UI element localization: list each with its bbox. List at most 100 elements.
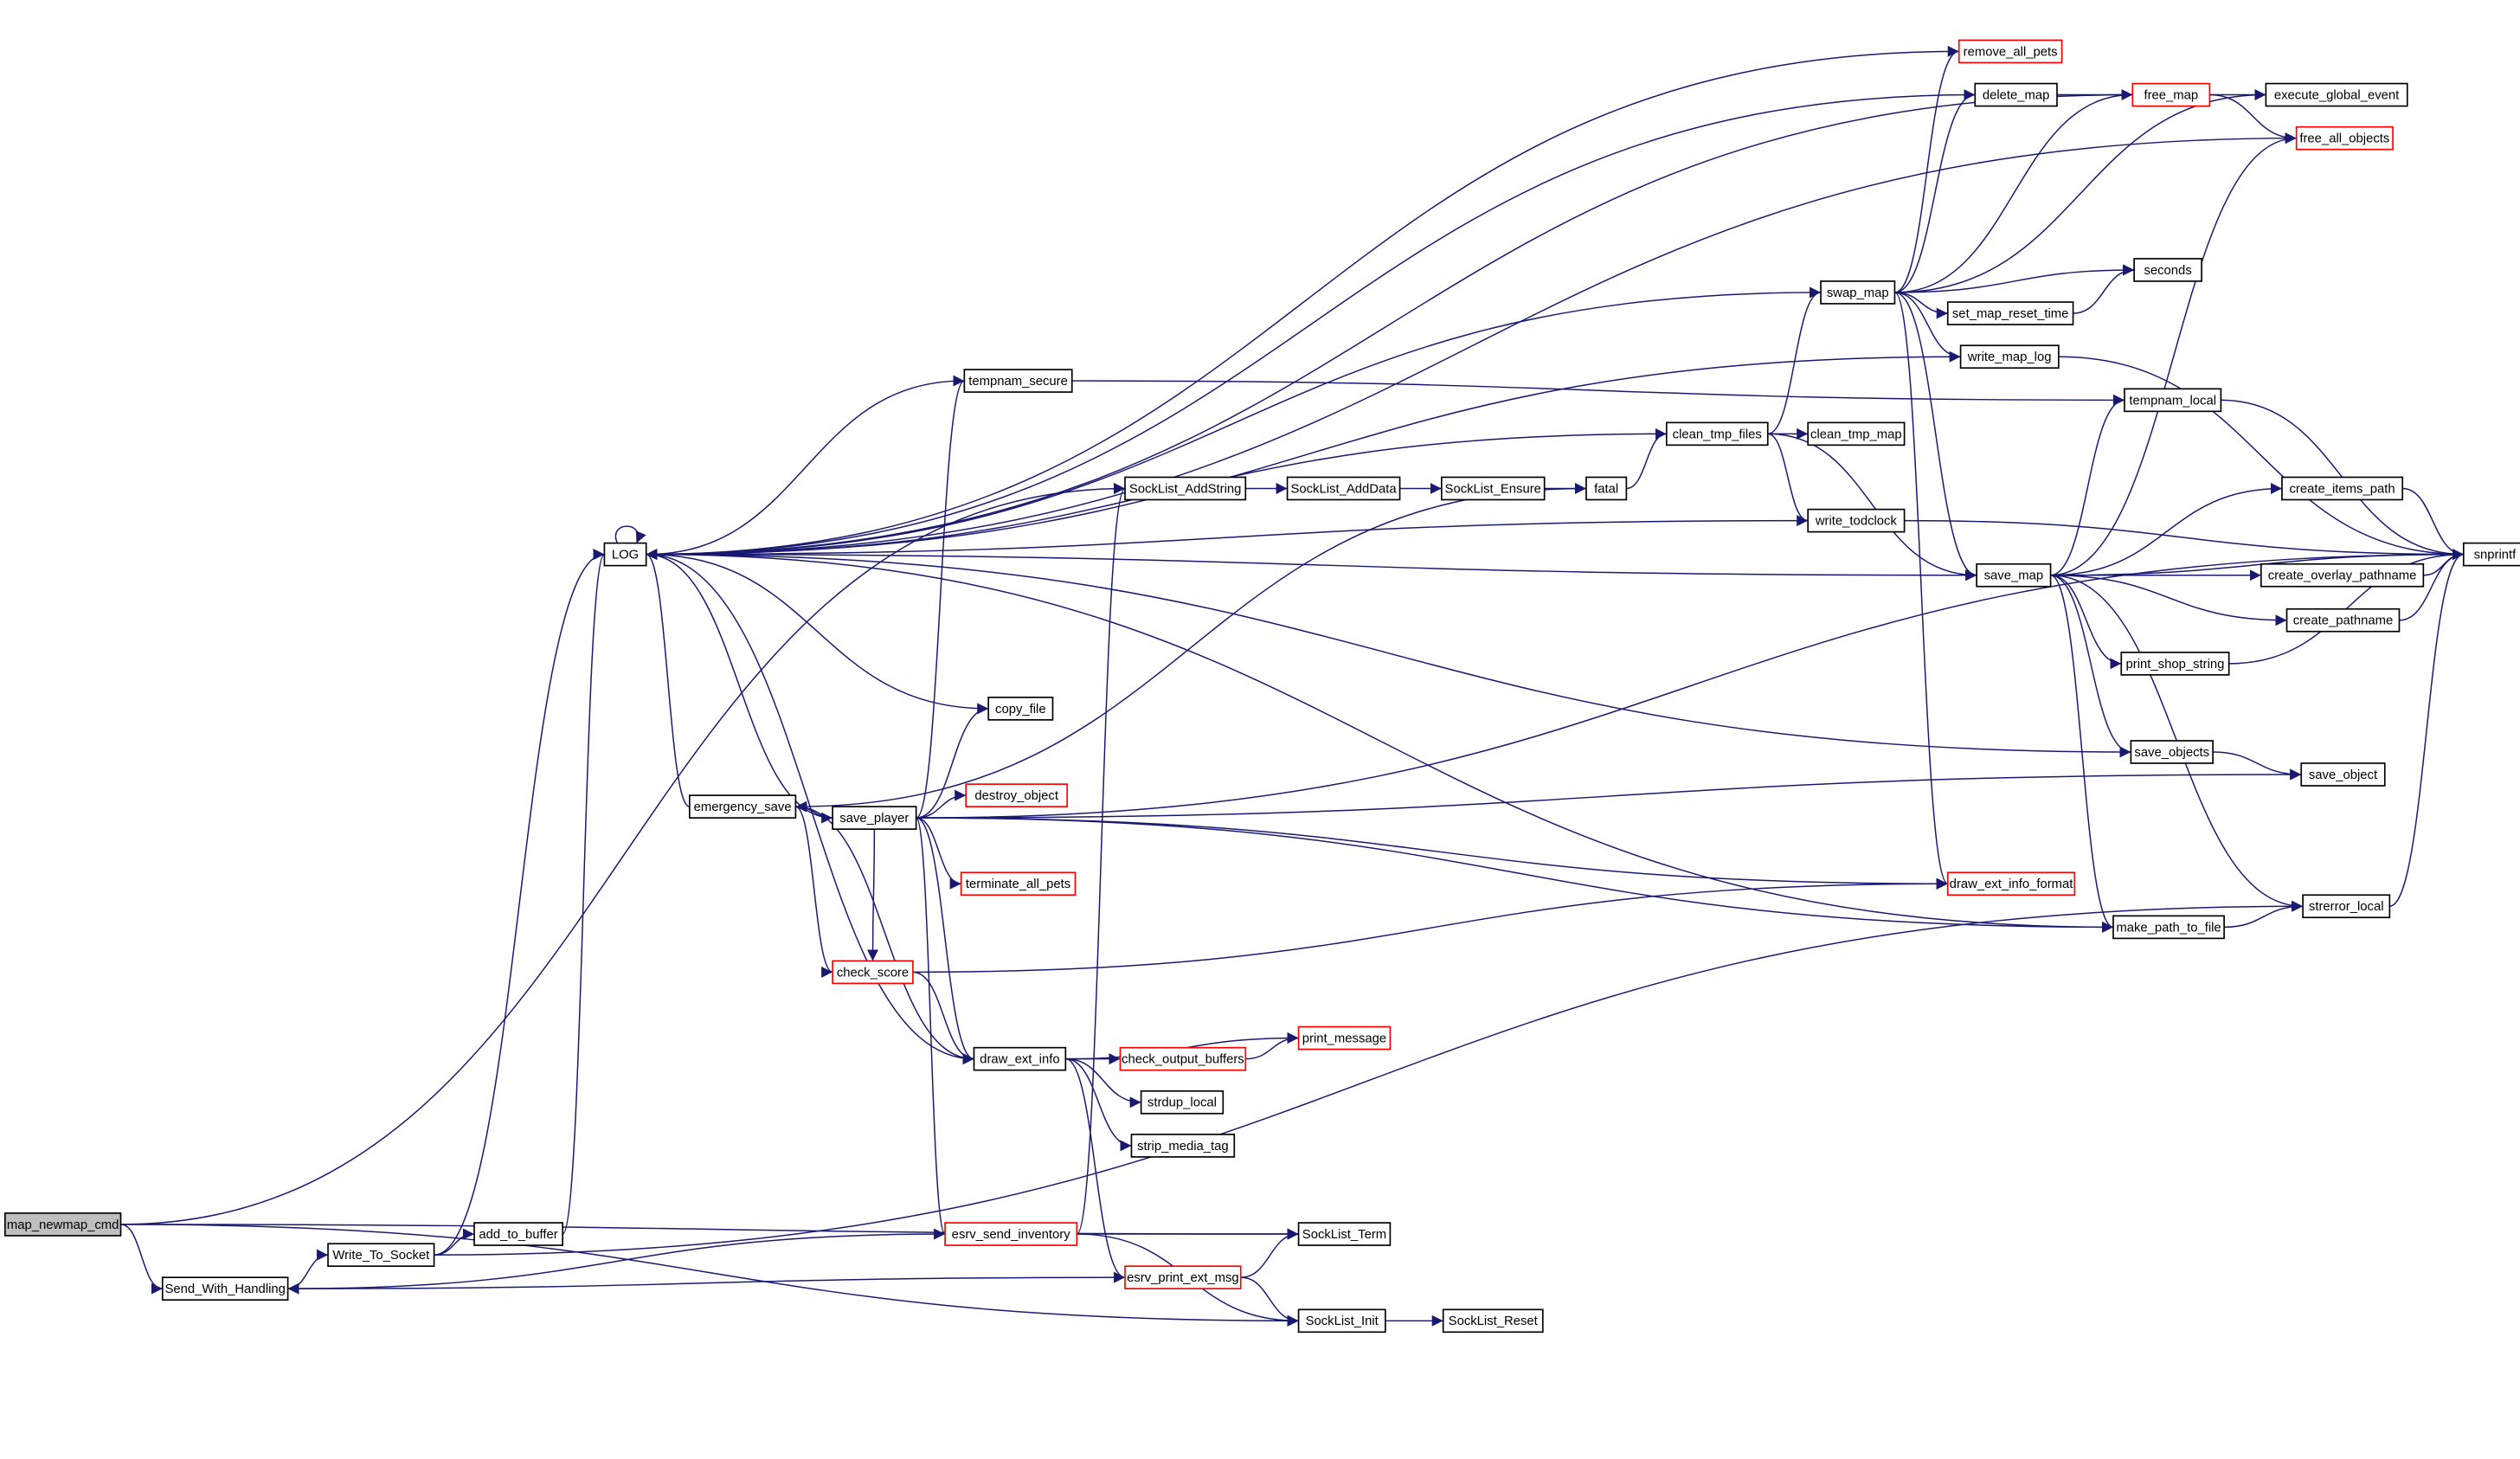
nodes-layer: map_newmap_cmd Send_With_Handling Write_To… (3, 39, 2520, 1334)
node-add_to_buffer[interactable]: add_to_buffer (473, 1222, 563, 1246)
node-delete_map[interactable]: delete_map (1974, 82, 2058, 107)
edge-set_map_reset_time-to-seconds (2073, 264, 2135, 314)
edge-draw_ext_info-to-esrv_print_ext_msg (1065, 1057, 1126, 1283)
node-label: clean_tmp_map (1810, 427, 1902, 441)
node-tempnam_secure[interactable]: tempnam_secure (963, 369, 1073, 393)
node-write_todclock[interactable]: write_todclock (1807, 508, 1906, 533)
node-box (1665, 421, 1769, 447)
node-SockList_AddString[interactable]: SockList_AddString (1124, 476, 1247, 501)
node-box (2124, 388, 2222, 413)
node-check_output_buffers[interactable]: check_output_buffers (1119, 1046, 1247, 1071)
node-save_object[interactable]: save_object (2300, 762, 2386, 787)
node-label: map_newmap_cmd (7, 1218, 119, 1232)
node-clean_tmp_map[interactable]: clean_tmp_map (1807, 421, 1906, 447)
node-write_map_log[interactable]: write_map_log (1959, 344, 2060, 370)
edge-esrv_send_inventory-to-Send_With_Handling (287, 1233, 946, 1295)
node-save_player[interactable]: save_player (832, 806, 917, 830)
node-SockList_AddData[interactable]: SockList_AddData (1286, 476, 1401, 501)
node-box (3, 1212, 122, 1237)
node-set_map_reset_time[interactable]: set_map_reset_time (1946, 301, 2074, 325)
node-strip_media_tag[interactable]: strip_media_tag (1130, 1134, 1236, 1158)
edge-fatal-to-emergency_save (795, 487, 1586, 813)
node-box (987, 697, 1054, 721)
edge-make_path_to_file-to-strerror_local (2224, 900, 2304, 929)
node-create_items_path[interactable]: create_items_path (2281, 476, 2404, 501)
node-LOG[interactable]: LOG (603, 542, 647, 567)
node-box (603, 542, 647, 567)
node-save_objects[interactable]: save_objects (2130, 740, 2214, 764)
node-clean_tmp_files[interactable]: clean_tmp_files (1665, 421, 1769, 447)
node-execute_global_event[interactable]: execute_global_event (2265, 82, 2408, 107)
node-label: delete_map (1983, 88, 2050, 102)
node-box (161, 1276, 289, 1302)
node-free_map[interactable]: free_map (2131, 82, 2211, 107)
edge-esrv_print_ext_msg-to-SockList_Init (1240, 1276, 1299, 1327)
node-esrv_print_ext_msg[interactable]: esrv_print_ext_msg (1124, 1265, 1242, 1290)
node-box (2300, 762, 2386, 787)
node-check_score[interactable]: check_score (832, 960, 914, 985)
node-emergency_save[interactable]: emergency_save (688, 794, 797, 819)
edge-swap_map-to-execute_global_event (1894, 89, 2266, 293)
node-create_pathname[interactable]: create_pathname (2285, 607, 2401, 633)
node-SockList_Reset[interactable]: SockList_Reset (1442, 1308, 1544, 1334)
node-print_message[interactable]: print_message (1297, 1025, 1392, 1051)
node-label: remove_all_pets (1964, 45, 2058, 59)
edge-free_all_objects-to-LOG (646, 137, 2297, 561)
edge-swap_map-to-remove_all_pets (1894, 46, 1959, 293)
node-SockList_Init[interactable]: SockList_Init (1297, 1308, 1386, 1334)
node-SockList_Term[interactable]: SockList_Term (1297, 1222, 1392, 1246)
node-destroy_object[interactable]: destroy_object (965, 783, 1069, 807)
edge-save_player-to-save_object (916, 768, 2302, 819)
node-box (1297, 1308, 1386, 1334)
edge-save_map-to-create_items_path (2050, 482, 2282, 576)
node-label: check_output_buffers (1122, 1053, 1244, 1067)
edge-write_map_log-to-snprintf (2058, 356, 2464, 561)
node-create_overlay_pathname[interactable]: create_overlay_pathname (2260, 562, 2425, 588)
node-label: execute_global_event (2274, 88, 2400, 102)
node-make_path_to_file[interactable]: make_path_to_file (2112, 915, 2225, 940)
node-print_shop_string[interactable]: print_shop_string (2120, 652, 2230, 676)
node-box (832, 806, 917, 830)
edge-map_newmap_cmd-to-SockList_AddString (120, 482, 1126, 1225)
node-label: Write_To_Socket (332, 1249, 430, 1263)
edge-save_map-to-tempnam_local (2050, 394, 2125, 576)
node-box (1124, 476, 1247, 501)
node-box (1297, 1025, 1392, 1051)
node-tempnam_local[interactable]: tempnam_local (2124, 388, 2222, 413)
node-SockList_Ensure[interactable]: SockList_Ensure (1440, 476, 1546, 501)
edge-emergency_save-to-check_score (795, 806, 833, 978)
node-map_newmap_cmd[interactable]: map_newmap_cmd (3, 1212, 122, 1237)
node-strdup_local[interactable]: strdup_local (1140, 1089, 1225, 1115)
edge-clean_tmp_files-to-save_map (1767, 433, 1977, 582)
node-fatal[interactable]: fatal (1585, 476, 1628, 501)
node-box (1958, 39, 2063, 64)
node-Send_With_Handling[interactable]: Send_With_Handling (161, 1276, 289, 1302)
edge-draw_ext_info-to-strdup_local (1065, 1057, 1141, 1109)
node-free_all_objects[interactable]: free_all_objects (2295, 125, 2394, 151)
node-snprintf[interactable]: snprintf (2462, 542, 2520, 567)
edge-clean_tmp_files-to-swap_map (1767, 286, 1822, 435)
edge-Write_To_Socket-to-strerror_local (434, 900, 2304, 1256)
node-swap_map[interactable]: swap_map (1820, 280, 1896, 305)
node-save_map[interactable]: save_map (1976, 562, 2052, 588)
node-draw_ext_info_format[interactable]: draw_ext_info_format (1946, 871, 2076, 897)
edge-save_player-to-make_path_to_file (916, 817, 2113, 933)
edge-add_to_buffer-to-LOG (562, 549, 606, 1235)
node-copy_file[interactable]: copy_file (987, 697, 1054, 721)
node-remove_all_pets[interactable]: remove_all_pets (1958, 39, 2063, 64)
node-draw_ext_info[interactable]: draw_ext_info (973, 1046, 1067, 1071)
node-label: check_score (837, 966, 909, 980)
node-terminate_all_pets[interactable]: terminate_all_pets (960, 871, 1077, 897)
node-esrv_send_inventory[interactable]: esrv_send_inventory (944, 1222, 1078, 1246)
node-box (2462, 542, 2520, 567)
edge-copy_file-to-LOG (646, 549, 989, 710)
node-seconds[interactable]: seconds (2133, 258, 2202, 282)
node-strerror_local[interactable]: strerror_local (2302, 894, 2391, 919)
node-label: SockList_Reset (1449, 1314, 1539, 1328)
node-Write_To_Socket[interactable]: Write_To_Socket (327, 1243, 435, 1268)
node-label: SockList_Term (1302, 1228, 1386, 1242)
node-label: draw_ext_info_format (1950, 877, 2074, 891)
edge-esrv_send_inventory-to-SockList_AddString (1076, 483, 1126, 1235)
node-box (1585, 476, 1628, 501)
